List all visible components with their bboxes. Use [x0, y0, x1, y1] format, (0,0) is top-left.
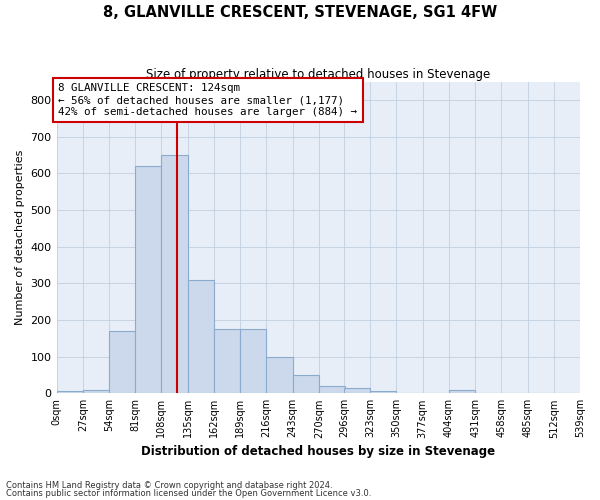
Y-axis label: Number of detached properties: Number of detached properties [15, 150, 25, 325]
Text: 8, GLANVILLE CRESCENT, STEVENAGE, SG1 4FW: 8, GLANVILLE CRESCENT, STEVENAGE, SG1 4F… [103, 5, 497, 20]
Bar [266, 356, 293, 394]
Bar [319, 386, 345, 394]
Bar [449, 390, 475, 394]
Bar [188, 280, 214, 394]
Bar [293, 375, 319, 394]
Text: 8 GLANVILLE CRESCENT: 124sqm
← 56% of detached houses are smaller (1,177)
42% of: 8 GLANVILLE CRESCENT: 124sqm ← 56% of de… [58, 84, 358, 116]
Bar [161, 155, 188, 394]
Bar [240, 329, 266, 394]
Text: Contains public sector information licensed under the Open Government Licence v3: Contains public sector information licen… [6, 489, 371, 498]
Text: Contains HM Land Registry data © Crown copyright and database right 2024.: Contains HM Land Registry data © Crown c… [6, 480, 332, 490]
Title: Size of property relative to detached houses in Stevenage: Size of property relative to detached ho… [146, 68, 490, 80]
Bar [83, 390, 109, 394]
X-axis label: Distribution of detached houses by size in Stevenage: Distribution of detached houses by size … [141, 444, 496, 458]
Bar [135, 166, 161, 394]
Bar [56, 392, 83, 394]
Bar [370, 392, 397, 394]
Bar [344, 388, 370, 394]
Bar [109, 331, 135, 394]
Bar [214, 329, 240, 394]
